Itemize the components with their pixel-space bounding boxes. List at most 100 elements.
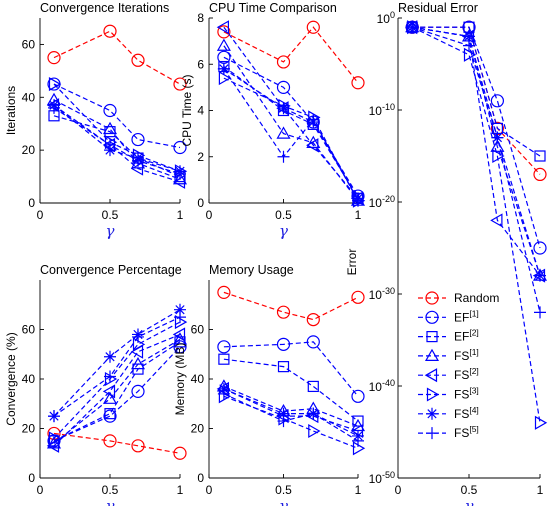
data-point	[491, 131, 504, 144]
y-axis-label: Convergence (%)	[4, 332, 18, 425]
data-point	[103, 434, 117, 448]
data-point	[490, 94, 504, 108]
x-axis-label: γ	[106, 222, 115, 240]
data-point	[104, 370, 116, 383]
series-line	[53, 99, 181, 180]
data-point	[216, 38, 231, 51]
series-fs-1	[46, 92, 188, 185]
series-line	[223, 68, 359, 199]
data-point	[217, 387, 230, 400]
data-point	[277, 407, 290, 420]
series-line	[223, 66, 359, 199]
series-ef-2	[48, 336, 186, 447]
series-line	[412, 26, 541, 276]
legend-entry: FS[4]	[418, 405, 479, 421]
y-tick-label: 20	[191, 422, 205, 436]
series-line	[53, 107, 181, 175]
series-line	[53, 83, 181, 172]
series-line	[223, 291, 359, 321]
y-tick-label: 60	[22, 37, 36, 51]
y-axis-label: Error	[345, 249, 359, 276]
data-point	[534, 269, 546, 282]
x-tick-label: 0	[206, 208, 213, 222]
series-fs-5	[48, 101, 186, 180]
y-tick-label: 10-20	[369, 194, 395, 210]
series-line	[53, 30, 181, 85]
data-point	[306, 135, 321, 148]
data-point	[308, 423, 321, 439]
series-line	[223, 77, 359, 201]
x-tick-label: 0.5	[275, 483, 292, 497]
data-point	[276, 305, 291, 319]
y-tick-label: 4	[197, 104, 204, 118]
legend-label: FS[3]	[454, 386, 479, 402]
data-point	[217, 25, 231, 39]
data-point	[104, 138, 116, 151]
series-line	[412, 26, 541, 276]
data-point	[277, 415, 290, 428]
x-axis-label: γ	[279, 497, 288, 506]
data-point	[174, 167, 186, 180]
data-point	[351, 290, 365, 304]
series-fs-3	[218, 71, 366, 208]
data-point	[174, 315, 188, 330]
data-point	[172, 327, 186, 342]
series-fs-1	[216, 379, 366, 432]
data-point	[351, 389, 365, 403]
legend-marker	[426, 427, 438, 440]
series-random	[217, 20, 365, 90]
series-line	[223, 385, 359, 427]
data-point	[173, 340, 187, 354]
x-axis-label: γ	[106, 497, 115, 506]
chart-title: CPU Time Comparison	[209, 1, 337, 15]
legend-label: FS[1]	[454, 347, 479, 363]
legend-label: EF[1]	[454, 308, 479, 324]
y-axis-label: Iterations	[4, 86, 18, 135]
data-point	[492, 148, 505, 164]
y-tick-label: 100	[377, 10, 395, 26]
x-tick-label: 1	[177, 208, 184, 222]
data-point	[48, 431, 62, 446]
series-line	[53, 104, 181, 172]
data-point	[534, 150, 546, 162]
data-point	[406, 21, 419, 34]
data-point	[276, 55, 291, 69]
legend-label: FS[4]	[454, 405, 479, 421]
chart-panel-5: Memory Usage 0 0.5 1 γ 0 20 40 60 Memory (MB)	[173, 263, 366, 506]
series-line	[412, 26, 541, 175]
legend-entry: FS[2]	[418, 366, 479, 383]
data-point	[131, 439, 145, 453]
y-tick-label: 20	[22, 143, 36, 157]
series-fs-4	[406, 21, 546, 282]
data-point	[48, 77, 62, 92]
y-tick-label: 0	[28, 471, 35, 485]
y-tick-label: 8	[197, 11, 204, 25]
data-point	[352, 415, 364, 427]
data-point	[102, 391, 118, 404]
data-point	[277, 150, 290, 163]
series-line	[412, 26, 541, 157]
series-fs-3	[48, 77, 188, 179]
x-axis-label: γ	[279, 222, 288, 240]
series-line	[412, 26, 541, 313]
chart-title: Convergence Iterations	[40, 1, 169, 15]
y-tick-label: 10-30	[369, 286, 395, 302]
data-point	[351, 76, 365, 90]
data-point	[218, 71, 232, 86]
data-point	[277, 361, 290, 373]
data-point	[131, 384, 145, 398]
series-fs-2	[216, 20, 364, 206]
y-tick-label: 40	[22, 90, 36, 104]
chart-panel-3: Residual Error 0 0.5 1 γ 100 10-10 10-20 10-30 10…	[345, 1, 548, 506]
series-ef-2	[218, 60, 364, 204]
data-point	[103, 409, 117, 423]
data-point	[276, 337, 291, 351]
chart-title: Convergence Percentage	[40, 263, 182, 277]
x-tick-label: 1	[537, 483, 544, 497]
data-point	[533, 241, 547, 255]
series-line	[53, 432, 181, 454]
data-point	[217, 62, 230, 75]
series-fs-4	[217, 62, 364, 205]
data-point	[350, 423, 364, 439]
